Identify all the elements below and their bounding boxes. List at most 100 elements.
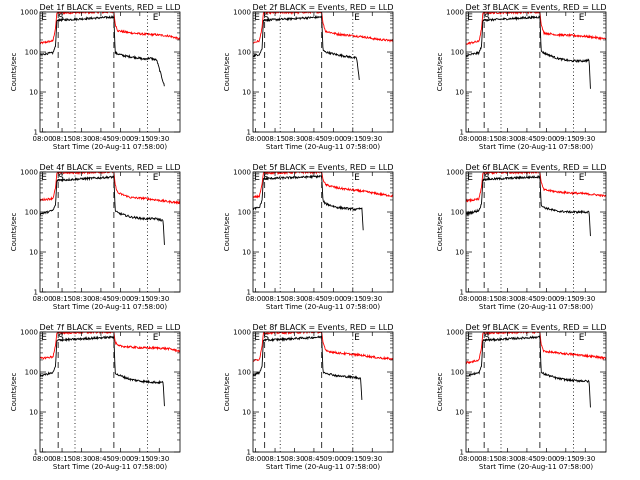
- event-marker-label: E: [354, 173, 360, 183]
- x-tick-label: 08:45: [91, 135, 111, 143]
- y-tick-label: 1000: [233, 9, 251, 17]
- y-tick-label: 100: [238, 369, 251, 377]
- x-tick-label: 08:45: [517, 455, 537, 463]
- series-events-line: [466, 335, 591, 408]
- y-tick-label: 1: [460, 129, 464, 137]
- series-lld-line: [466, 12, 606, 46]
- plot-frame: [39, 331, 181, 453]
- x-tick-label: 09:30: [149, 455, 169, 463]
- x-tick-label: 08:15: [265, 295, 285, 303]
- y-axis-label: Counts/sec: [223, 213, 231, 252]
- x-tick-label: 08:45: [517, 135, 537, 143]
- x-tick-label: 08:15: [478, 295, 498, 303]
- series-lld-line: [466, 172, 606, 203]
- x-tick-label: 09:00: [323, 295, 343, 303]
- x-axis-label: Start Time (20-Aug-11 07:58:00): [53, 303, 167, 311]
- series-events-line: [466, 174, 591, 237]
- y-axis-label: Counts/sec: [436, 373, 444, 412]
- y-tick-label: 100: [238, 49, 251, 57]
- x-axis-label: Start Time (20-Aug-11 07:58:00): [479, 463, 593, 471]
- x-axis-label: Start Time (20-Aug-11 07:58:00): [53, 143, 167, 151]
- panel-title: Det 7f BLACK = Events, RED = LLD: [39, 323, 180, 332]
- x-axis-label: Start Time (20-Aug-11 07:58:00): [266, 303, 380, 311]
- x-tick-label: 08:00: [245, 295, 265, 303]
- y-axis-label: Counts/sec: [436, 213, 444, 252]
- x-tick-label: 09:00: [536, 455, 556, 463]
- plot-frame: [465, 171, 607, 293]
- x-tick-label: 08:00: [458, 135, 478, 143]
- event-marker-label: E: [153, 173, 159, 183]
- event-marker-label: S: [263, 13, 269, 23]
- y-tick-label: 10: [29, 249, 38, 257]
- y-tick-label: 100: [25, 369, 38, 377]
- y-tick-label: 100: [451, 209, 464, 217]
- panel-title: Det 8f BLACK = Events, RED = LLD: [252, 323, 393, 332]
- y-axis-label: Counts/sec: [10, 53, 18, 92]
- y-tick-label: 1000: [233, 329, 251, 337]
- x-tick-label: 08:45: [517, 295, 537, 303]
- event-marker-label: S: [58, 333, 64, 343]
- traces: [40, 172, 180, 245]
- x-tick-label: 09:15: [343, 455, 363, 463]
- y-tick-label: 100: [238, 209, 251, 217]
- event-marker-label: S: [58, 13, 64, 23]
- event-marker-label: E: [579, 13, 585, 23]
- series-lld-line: [253, 332, 393, 362]
- x-tick-label: 09:15: [343, 135, 363, 143]
- x-tick-label: 09:00: [110, 295, 130, 303]
- x-tick-label: 08:30: [284, 295, 304, 303]
- panel-title: Det 9f BLACK = Events, RED = LLD: [465, 323, 606, 332]
- event-marker-label: E: [153, 13, 159, 23]
- x-tick-label: 09:15: [556, 455, 576, 463]
- series-lld-line: [40, 12, 180, 45]
- x-tick-label: 08:30: [284, 135, 304, 143]
- x-tick-label: 08:00: [458, 455, 478, 463]
- series-lld-line: [466, 332, 606, 365]
- x-tick-label: 08:30: [497, 295, 517, 303]
- x-tick-label: 09:15: [130, 455, 150, 463]
- event-marker-label: S: [484, 13, 490, 23]
- traces: [253, 172, 393, 231]
- y-tick-label: 1000: [20, 329, 38, 337]
- x-tick-label: 09:00: [323, 455, 343, 463]
- event-marker-label: E: [153, 333, 159, 343]
- x-tick-label: 08:30: [497, 455, 517, 463]
- y-tick-label: 1: [34, 129, 38, 137]
- x-tick-label: 08:15: [52, 135, 72, 143]
- panel-title: Det 4f BLACK = Events, RED = LLD: [39, 163, 180, 172]
- event-marker-label: E: [41, 333, 47, 343]
- x-tick-label: 09:30: [575, 455, 595, 463]
- y-axis-label: Counts/sec: [10, 213, 18, 252]
- x-tick-label: 08:00: [32, 295, 52, 303]
- panel-title: Det 3f BLACK = Events, RED = LLD: [465, 3, 606, 12]
- y-tick-label: 1: [460, 449, 464, 457]
- y-tick-label: 100: [25, 49, 38, 57]
- event-marker-label: S: [263, 173, 269, 183]
- x-tick-label: 09:00: [110, 455, 130, 463]
- event-marker-label: S: [484, 333, 490, 343]
- x-tick-label: 08:30: [71, 135, 91, 143]
- series-lld-line: [253, 12, 393, 44]
- event-marker-label: E: [254, 13, 260, 23]
- y-tick-label: 10: [242, 89, 251, 97]
- event-marker-label: S: [484, 173, 490, 183]
- plot-frame: [39, 11, 181, 133]
- y-tick-label: 1: [34, 449, 38, 457]
- plot-frame: [465, 11, 607, 133]
- x-tick-label: 09:15: [343, 295, 363, 303]
- y-tick-label: 10: [455, 249, 464, 257]
- x-tick-label: 08:30: [497, 135, 517, 143]
- x-tick-label: 08:45: [91, 295, 111, 303]
- x-tick-label: 09:15: [130, 135, 150, 143]
- y-axis-label: Counts/sec: [436, 53, 444, 92]
- series-events-line: [40, 15, 165, 87]
- plot-frame: [252, 11, 394, 133]
- x-tick-label: 09:00: [110, 135, 130, 143]
- x-tick-label: 08:45: [91, 455, 111, 463]
- event-marker-label: E: [41, 13, 47, 23]
- traces: [466, 172, 606, 237]
